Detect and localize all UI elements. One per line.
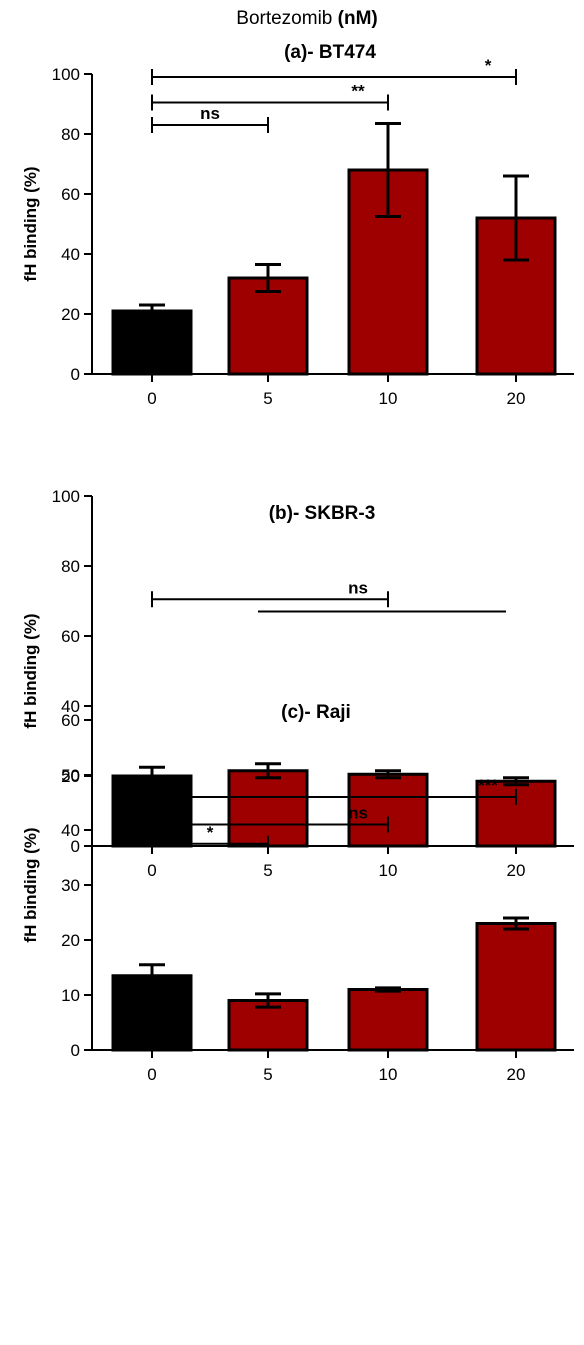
y-tick-label: 20 xyxy=(61,305,80,324)
significance-label: ns xyxy=(348,578,368,597)
bar xyxy=(227,276,309,376)
x-tick-label: 10 xyxy=(379,389,398,408)
chart-title: (c)- Raji xyxy=(281,702,351,723)
x-tick-label: 20 xyxy=(507,861,526,880)
chart-panel-1: (a)- BT474 fH binding (%) 0 20 40 60 80 100 0 5 10… xyxy=(21,42,574,408)
y-tick-label: 50 xyxy=(61,766,80,785)
y-tick-label: 60 xyxy=(61,711,80,730)
bar xyxy=(347,988,429,1052)
y-tick-label: 60 xyxy=(61,627,80,646)
y-tick-label: 40 xyxy=(61,697,80,716)
x-tick-label: 20 xyxy=(507,1065,526,1084)
y-tick-label: 80 xyxy=(61,557,80,576)
y-tick-label: 10 xyxy=(61,986,80,1005)
y-tick-label: 20 xyxy=(61,931,80,950)
bar xyxy=(475,922,557,1052)
x-tick-label: 5 xyxy=(263,389,272,408)
x-tick-label: 10 xyxy=(379,1065,398,1084)
y-tick-label: 0 xyxy=(71,1041,80,1060)
significance-label: ns xyxy=(348,804,368,823)
y-axis-label: fH binding (%) xyxy=(21,166,40,281)
y-tick-label: 0 xyxy=(71,365,80,384)
x-tick-label: 10 xyxy=(379,861,398,880)
y-tick-label: 20 xyxy=(61,767,80,786)
y-tick-label: 100 xyxy=(52,65,80,84)
y-axis-label: fH binding (%) xyxy=(21,613,40,728)
y-tick-label: 40 xyxy=(61,245,80,264)
x-tick-label: 5 xyxy=(263,861,272,880)
chart-title: (b)- SKBR-3 xyxy=(269,503,376,524)
y-tick-label: 60 xyxy=(61,185,80,204)
chart-title: (a)- BT474 xyxy=(284,42,376,63)
significance-label: ns xyxy=(200,104,220,123)
header-unit: (nM) xyxy=(337,8,378,29)
x-tick-label: 5 xyxy=(263,1065,272,1084)
y-axis-label: fH binding (%) xyxy=(21,827,40,942)
significance-label: *** xyxy=(478,776,498,795)
bar xyxy=(227,769,309,848)
y-tick-label: 80 xyxy=(61,125,80,144)
x-tick-label: 0 xyxy=(147,861,156,880)
x-tick-label: 20 xyxy=(507,389,526,408)
y-tick-label: 30 xyxy=(61,876,80,895)
significance-label: ** xyxy=(351,82,365,101)
x-tick-label: 0 xyxy=(147,389,156,408)
figure-header: Bortezomib (nM) xyxy=(0,8,584,30)
bar xyxy=(111,309,193,376)
header-prefix: Bortezomib xyxy=(236,8,338,29)
bar xyxy=(111,774,193,848)
y-tick-label: 0 xyxy=(71,837,80,856)
y-tick-label: 100 xyxy=(52,487,80,506)
x-tick-label: 0 xyxy=(147,1065,156,1084)
bar xyxy=(347,772,429,848)
significance-label: * xyxy=(207,823,214,842)
significance-label: * xyxy=(485,56,492,75)
y-tick-label: 40 xyxy=(61,821,80,840)
